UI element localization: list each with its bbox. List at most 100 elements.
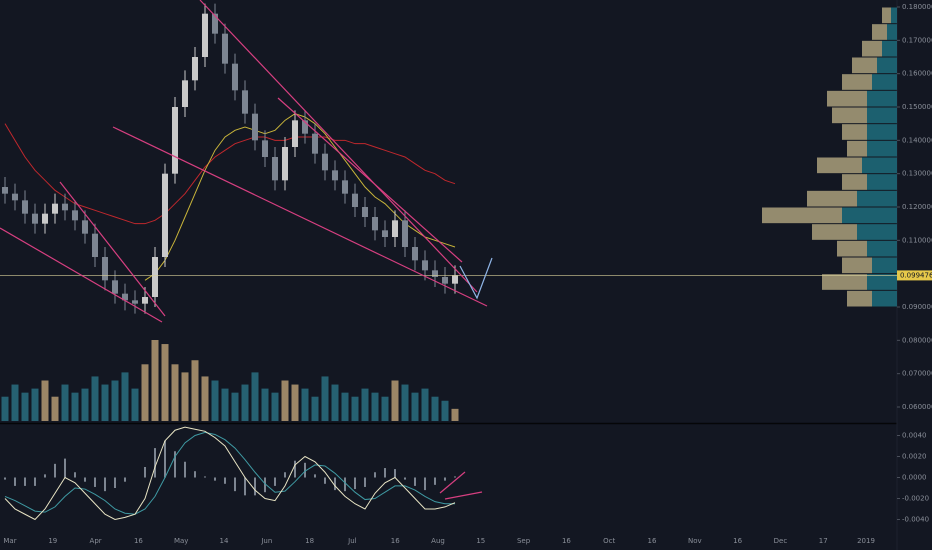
candle-body (362, 207, 368, 217)
volume-bar (111, 380, 119, 421)
macd-histogram (414, 477, 416, 486)
macd-histogram (314, 474, 316, 478)
volume-bar (211, 380, 219, 421)
x-tick-label: 16 (134, 537, 143, 545)
trendline (0, 227, 163, 323)
macd-histogram (124, 477, 126, 482)
last-price-label: 0.099476 (900, 271, 932, 279)
volume-bar (441, 400, 449, 421)
candle-body (442, 277, 448, 284)
macd-histogram (74, 472, 76, 478)
candle-body (412, 247, 418, 261)
x-tick-label: Jun (260, 537, 272, 545)
candle-body (222, 33, 228, 64)
macd-histogram (184, 461, 186, 478)
volume-bar (351, 396, 359, 421)
volume-bar (131, 388, 139, 421)
macd-histogram (364, 477, 366, 487)
candle-body (122, 293, 128, 301)
candle-body (262, 140, 268, 157)
macd-histogram (264, 477, 266, 493)
profile-down (867, 174, 897, 190)
candle-body (192, 57, 198, 81)
signal-line (4, 431, 455, 515)
profile-up (872, 24, 887, 40)
candle-body (402, 220, 408, 247)
volume-bar (421, 388, 429, 421)
x-tick-label: 14 (220, 537, 229, 545)
candle-body (112, 280, 118, 294)
profile-down (867, 274, 897, 290)
volume-bar (31, 388, 39, 421)
profile-up (842, 124, 867, 140)
volume-bar (201, 376, 209, 421)
volume-bar (121, 372, 129, 421)
profile-up (807, 190, 857, 207)
profile-down (862, 157, 897, 174)
last-price-tag (897, 270, 932, 281)
candle-body (162, 173, 168, 257)
macd-histogram (454, 476, 456, 478)
x-tick-label: 18 (305, 537, 314, 545)
profile-up (832, 107, 867, 124)
volume-bar (281, 380, 289, 421)
profile-down (867, 140, 897, 157)
volume-bar (321, 376, 329, 421)
volume-bar (271, 392, 279, 421)
profile-down (872, 257, 897, 274)
profile-down (867, 90, 897, 107)
volume-bar (301, 388, 309, 421)
volume-bar (21, 392, 29, 421)
profile-down (887, 24, 897, 40)
moving-average (144, 113, 456, 281)
macd-histogram (164, 440, 166, 478)
candle-body (422, 260, 428, 271)
x-tick-label: Sep (517, 537, 531, 545)
x-tick-label: Mar (3, 537, 16, 545)
volume-bar (341, 392, 349, 421)
y2-tick-label: 0.0040 (902, 432, 927, 440)
volume-bar (161, 344, 169, 421)
candle-body (452, 275, 458, 284)
candle-body (242, 90, 248, 114)
macd-histogram (294, 460, 296, 478)
volume-bar (411, 392, 419, 421)
macd-histogram (384, 468, 386, 478)
candle-body (352, 193, 358, 207)
profile-up (852, 57, 877, 74)
x-tick-label: 16 (733, 537, 742, 545)
volume-bar (61, 384, 69, 421)
profile-up (812, 224, 857, 240)
volume-bar (431, 396, 439, 421)
profile-up (837, 240, 867, 257)
volume-bar (41, 380, 49, 421)
candle-body (232, 63, 238, 91)
x-tick-label: Nov (688, 537, 702, 545)
trendline (199, 0, 478, 293)
candle-body (372, 217, 378, 231)
candle-body (432, 270, 438, 277)
macd-histogram (104, 477, 106, 492)
profile-up (847, 140, 867, 157)
profile-down (857, 190, 897, 207)
macd-histogram (394, 469, 396, 478)
profile-up (817, 157, 862, 174)
candle-body (202, 13, 208, 57)
profile-down (842, 207, 897, 224)
x-tick-label: 16 (562, 537, 571, 545)
profile-up (822, 274, 867, 290)
volume-bar (361, 388, 369, 421)
macd-histogram (94, 477, 96, 487)
trendline (439, 471, 466, 494)
volume-bar (191, 360, 199, 421)
macd-histogram (114, 477, 116, 488)
profile-down (891, 7, 897, 24)
